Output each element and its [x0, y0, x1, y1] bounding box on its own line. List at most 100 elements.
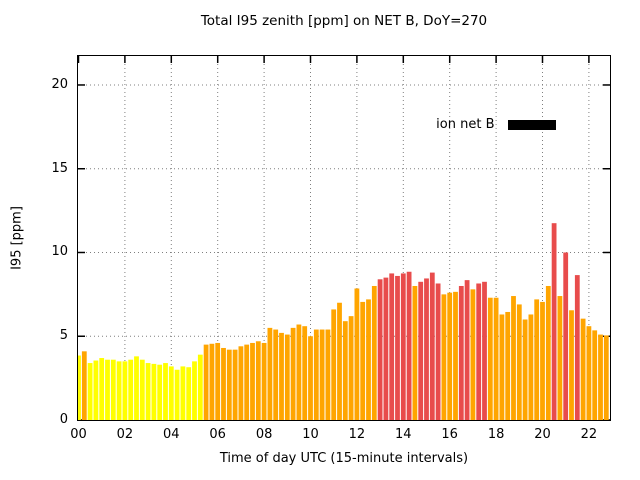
bar [516, 303, 522, 420]
plot-canvas [77, 55, 610, 420]
bar [487, 297, 493, 420]
bar [278, 332, 284, 420]
bar [290, 327, 295, 420]
bar [127, 359, 133, 420]
x-tick-label: 20 [534, 427, 551, 442]
x-tick-label: 04 [163, 427, 180, 442]
bar [586, 325, 591, 420]
x-tick-label: 12 [348, 427, 366, 442]
bar [214, 342, 220, 420]
bar [568, 309, 574, 420]
bar [93, 360, 98, 420]
x-tick-label: 08 [255, 427, 273, 442]
bar [203, 344, 208, 420]
bar [325, 329, 330, 420]
bar [220, 347, 226, 420]
bar [510, 295, 516, 420]
bar [168, 365, 174, 420]
bar [261, 342, 266, 420]
x-tick-label: 02 [116, 427, 134, 442]
y-tick-label: 10 [51, 244, 68, 260]
bar [475, 282, 481, 420]
y-tick-label: 20 [51, 76, 68, 92]
bar [406, 271, 411, 420]
bar [603, 334, 609, 420]
bar [296, 324, 301, 420]
bar [446, 292, 452, 420]
bar [429, 272, 435, 420]
bar [539, 301, 545, 420]
y-tick-label: 5 [59, 328, 68, 344]
bar [139, 359, 145, 420]
bar [272, 329, 278, 420]
bar [77, 355, 81, 420]
bar [209, 343, 214, 420]
bar [104, 359, 110, 420]
bar [191, 360, 197, 420]
bar [156, 364, 162, 420]
x-tick-label: 22 [580, 427, 598, 442]
bar [307, 335, 313, 420]
bar [133, 355, 139, 420]
bar [249, 342, 255, 420]
bar [528, 313, 533, 420]
bar [441, 293, 446, 420]
bar [151, 363, 156, 420]
bar [464, 279, 469, 420]
legend-swatch-icon [507, 119, 556, 130]
bar [452, 291, 458, 420]
x-tick-label: 00 [70, 427, 87, 442]
bar [499, 313, 504, 420]
bar [110, 359, 116, 420]
bar [122, 360, 127, 420]
bar [226, 349, 232, 420]
bar [591, 329, 597, 420]
bar [470, 288, 475, 420]
bar [377, 278, 382, 420]
y-tick-label: 15 [51, 160, 68, 176]
bar [348, 315, 353, 420]
bar [551, 222, 556, 420]
bar [255, 340, 261, 420]
bar [284, 334, 290, 420]
plot-area: ion net B [76, 54, 611, 421]
bar [493, 297, 498, 420]
bar [423, 277, 429, 420]
bar [336, 302, 342, 420]
bar [116, 360, 121, 420]
bar [87, 362, 92, 420]
bar [243, 344, 249, 420]
bar [354, 288, 359, 420]
bar [174, 369, 179, 420]
bar [98, 357, 104, 420]
bar [383, 277, 388, 420]
bar [574, 274, 580, 420]
legend-label: ion net B [436, 116, 495, 132]
bar [371, 285, 377, 420]
bar [504, 311, 510, 420]
bar [394, 275, 400, 420]
bar [145, 362, 150, 420]
bar [319, 329, 324, 420]
y-tick-label: 0 [59, 412, 68, 427]
x-tick-label: 06 [209, 427, 226, 442]
x-axis-label: Time of day UTC (15-minute intervals) [219, 451, 469, 466]
bar [388, 272, 394, 420]
bar [180, 365, 185, 420]
bar [557, 295, 562, 420]
bar [238, 345, 243, 420]
bar [545, 285, 551, 420]
bar [417, 281, 423, 420]
bar [597, 334, 603, 420]
bar [580, 318, 585, 420]
bar [359, 301, 365, 420]
chart-title: Total I95 zenith [ppm] on NET B, DoY=270 [200, 13, 488, 29]
bar [330, 308, 336, 420]
bar [400, 272, 406, 420]
x-tick-label: 16 [441, 427, 458, 442]
bar [313, 329, 319, 420]
bar [458, 285, 464, 420]
bar [162, 362, 168, 420]
bar [365, 298, 371, 420]
